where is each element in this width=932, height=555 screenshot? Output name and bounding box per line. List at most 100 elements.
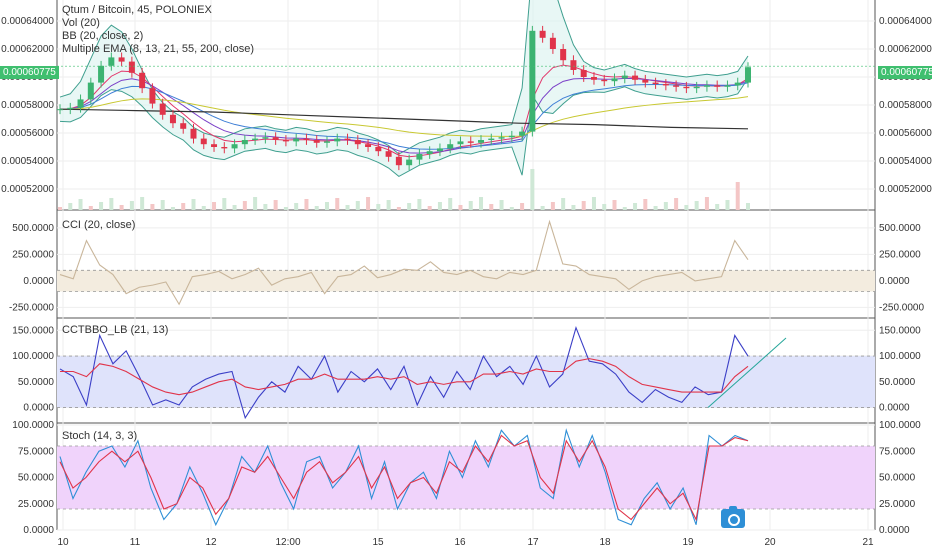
x-tick-label: 21 <box>862 537 874 548</box>
stoch-d-line <box>59 434 749 522</box>
candle-body <box>221 147 228 149</box>
y-tick-label-left: 0.00064000 <box>1 16 54 27</box>
candle-body <box>457 141 464 145</box>
volume-bar <box>653 206 658 210</box>
y-tick-label-left: 50.0000 <box>18 377 55 388</box>
volume-bar <box>366 197 371 210</box>
price-label-left: 0.00060775 <box>0 66 59 79</box>
candle-body <box>549 37 556 49</box>
cctbbo-title[interactable]: CCTBBO_LB (21, 13) <box>62 324 169 336</box>
volume-bar <box>191 199 196 210</box>
chart-title[interactable]: Qtum / Bitcoin, 45, POLONIEX <box>62 4 212 16</box>
volume-bar <box>509 207 514 210</box>
volume-bar <box>345 205 350 210</box>
ema200-line <box>59 108 749 130</box>
volume-bar <box>735 182 740 210</box>
x-tick-label: 12:00 <box>275 537 300 548</box>
volume-bar <box>550 202 555 210</box>
volume-bar <box>643 199 648 210</box>
volume-bar <box>530 169 535 210</box>
volume-bar <box>232 205 237 210</box>
volume-bar <box>407 203 412 210</box>
candle-body <box>303 138 310 140</box>
volume-bar <box>386 200 391 210</box>
volume-bar <box>283 207 288 210</box>
volume-bar <box>633 203 638 210</box>
volume-bar <box>715 204 720 210</box>
stoch-title[interactable]: Stoch (14, 3, 3) <box>62 430 138 442</box>
cci-legend: CCI (20, close) <box>62 219 135 232</box>
price-label-right: 0.00060775 <box>878 66 932 79</box>
candle-body <box>560 49 567 61</box>
camera-icon[interactable] <box>721 506 745 528</box>
volume-bar <box>253 197 258 210</box>
volume-bar <box>746 203 750 210</box>
cctbbo-legend: CCTBBO_LB (21, 13) <box>62 324 168 337</box>
candle-body <box>211 144 218 147</box>
volume-bar <box>437 202 442 210</box>
y-tick-label-left: 0.00056000 <box>1 128 54 139</box>
candle-body <box>365 144 372 147</box>
y-tick-label-left: 0.00062000 <box>1 44 54 55</box>
candle-body <box>519 131 526 136</box>
volume-bar <box>396 207 401 210</box>
candle-body <box>180 123 187 129</box>
candle-body <box>662 84 669 86</box>
candle-body <box>149 88 156 104</box>
candle-body <box>611 78 618 82</box>
volume-bar <box>88 206 93 210</box>
volume-bar <box>201 206 206 210</box>
bollinger-lower <box>59 78 749 178</box>
y-tick-label-left: 500.0000 <box>12 223 54 234</box>
candle-body <box>601 79 608 82</box>
y-tick-label-right: 150.0000 <box>879 325 921 336</box>
volume-bar <box>489 204 494 210</box>
y-tick-label-left: 100.0000 <box>12 420 54 431</box>
candle-body <box>632 75 639 80</box>
volume-bar <box>119 205 124 210</box>
candle-body <box>334 138 341 142</box>
legend-vol[interactable]: Vol (20) <box>62 17 100 29</box>
x-tick-label: 12 <box>205 537 217 548</box>
volume-bar <box>129 201 134 210</box>
y-tick-label-right: 50.0000 <box>879 473 916 484</box>
volume-bar <box>725 200 730 210</box>
y-tick-label-left: 25.0000 <box>18 499 55 510</box>
volume-bar <box>212 202 217 210</box>
candle-body <box>498 137 505 139</box>
candle-body <box>323 141 330 143</box>
candle-body <box>272 137 279 140</box>
x-tick-label: 10 <box>57 537 69 548</box>
y-tick-label-left: 50.0000 <box>18 473 55 484</box>
y-tick-label-right: 75.0000 <box>879 446 916 457</box>
legend-ema[interactable]: Multiple EMA (8, 13, 21, 55, 200, close) <box>62 43 254 55</box>
y-tick-label-right: 0.00058000 <box>879 100 932 111</box>
y-tick-label-left: 75.0000 <box>18 446 55 457</box>
volume-bar <box>263 204 268 210</box>
cci-title[interactable]: CCI (20, close) <box>62 219 136 231</box>
candle-body <box>128 61 135 73</box>
candle-body <box>621 75 628 79</box>
volume-bar <box>612 200 617 210</box>
y-tick-label-left: 0.0000 <box>23 525 54 536</box>
legend-bb[interactable]: BB (20, close, 2) <box>62 30 144 42</box>
cci-line <box>59 219 749 306</box>
candle-body <box>570 60 577 70</box>
candle-body <box>508 135 515 138</box>
volume-bar <box>140 197 145 210</box>
y-tick-label-right: 0.00054000 <box>879 156 932 167</box>
volume-bar <box>602 204 607 210</box>
cctbbo-signal-line <box>60 358 749 396</box>
volume-bar <box>170 207 175 210</box>
candle-body <box>241 140 248 145</box>
y-tick-label-right: 0.0000 <box>879 276 910 287</box>
candle-body <box>67 107 74 110</box>
candle-body <box>652 82 659 84</box>
volume-bar <box>294 203 299 210</box>
candle-body <box>231 144 238 149</box>
volume-bar <box>581 201 586 210</box>
volume-bar <box>78 199 83 210</box>
y-tick-label-right: 50.0000 <box>879 377 916 388</box>
